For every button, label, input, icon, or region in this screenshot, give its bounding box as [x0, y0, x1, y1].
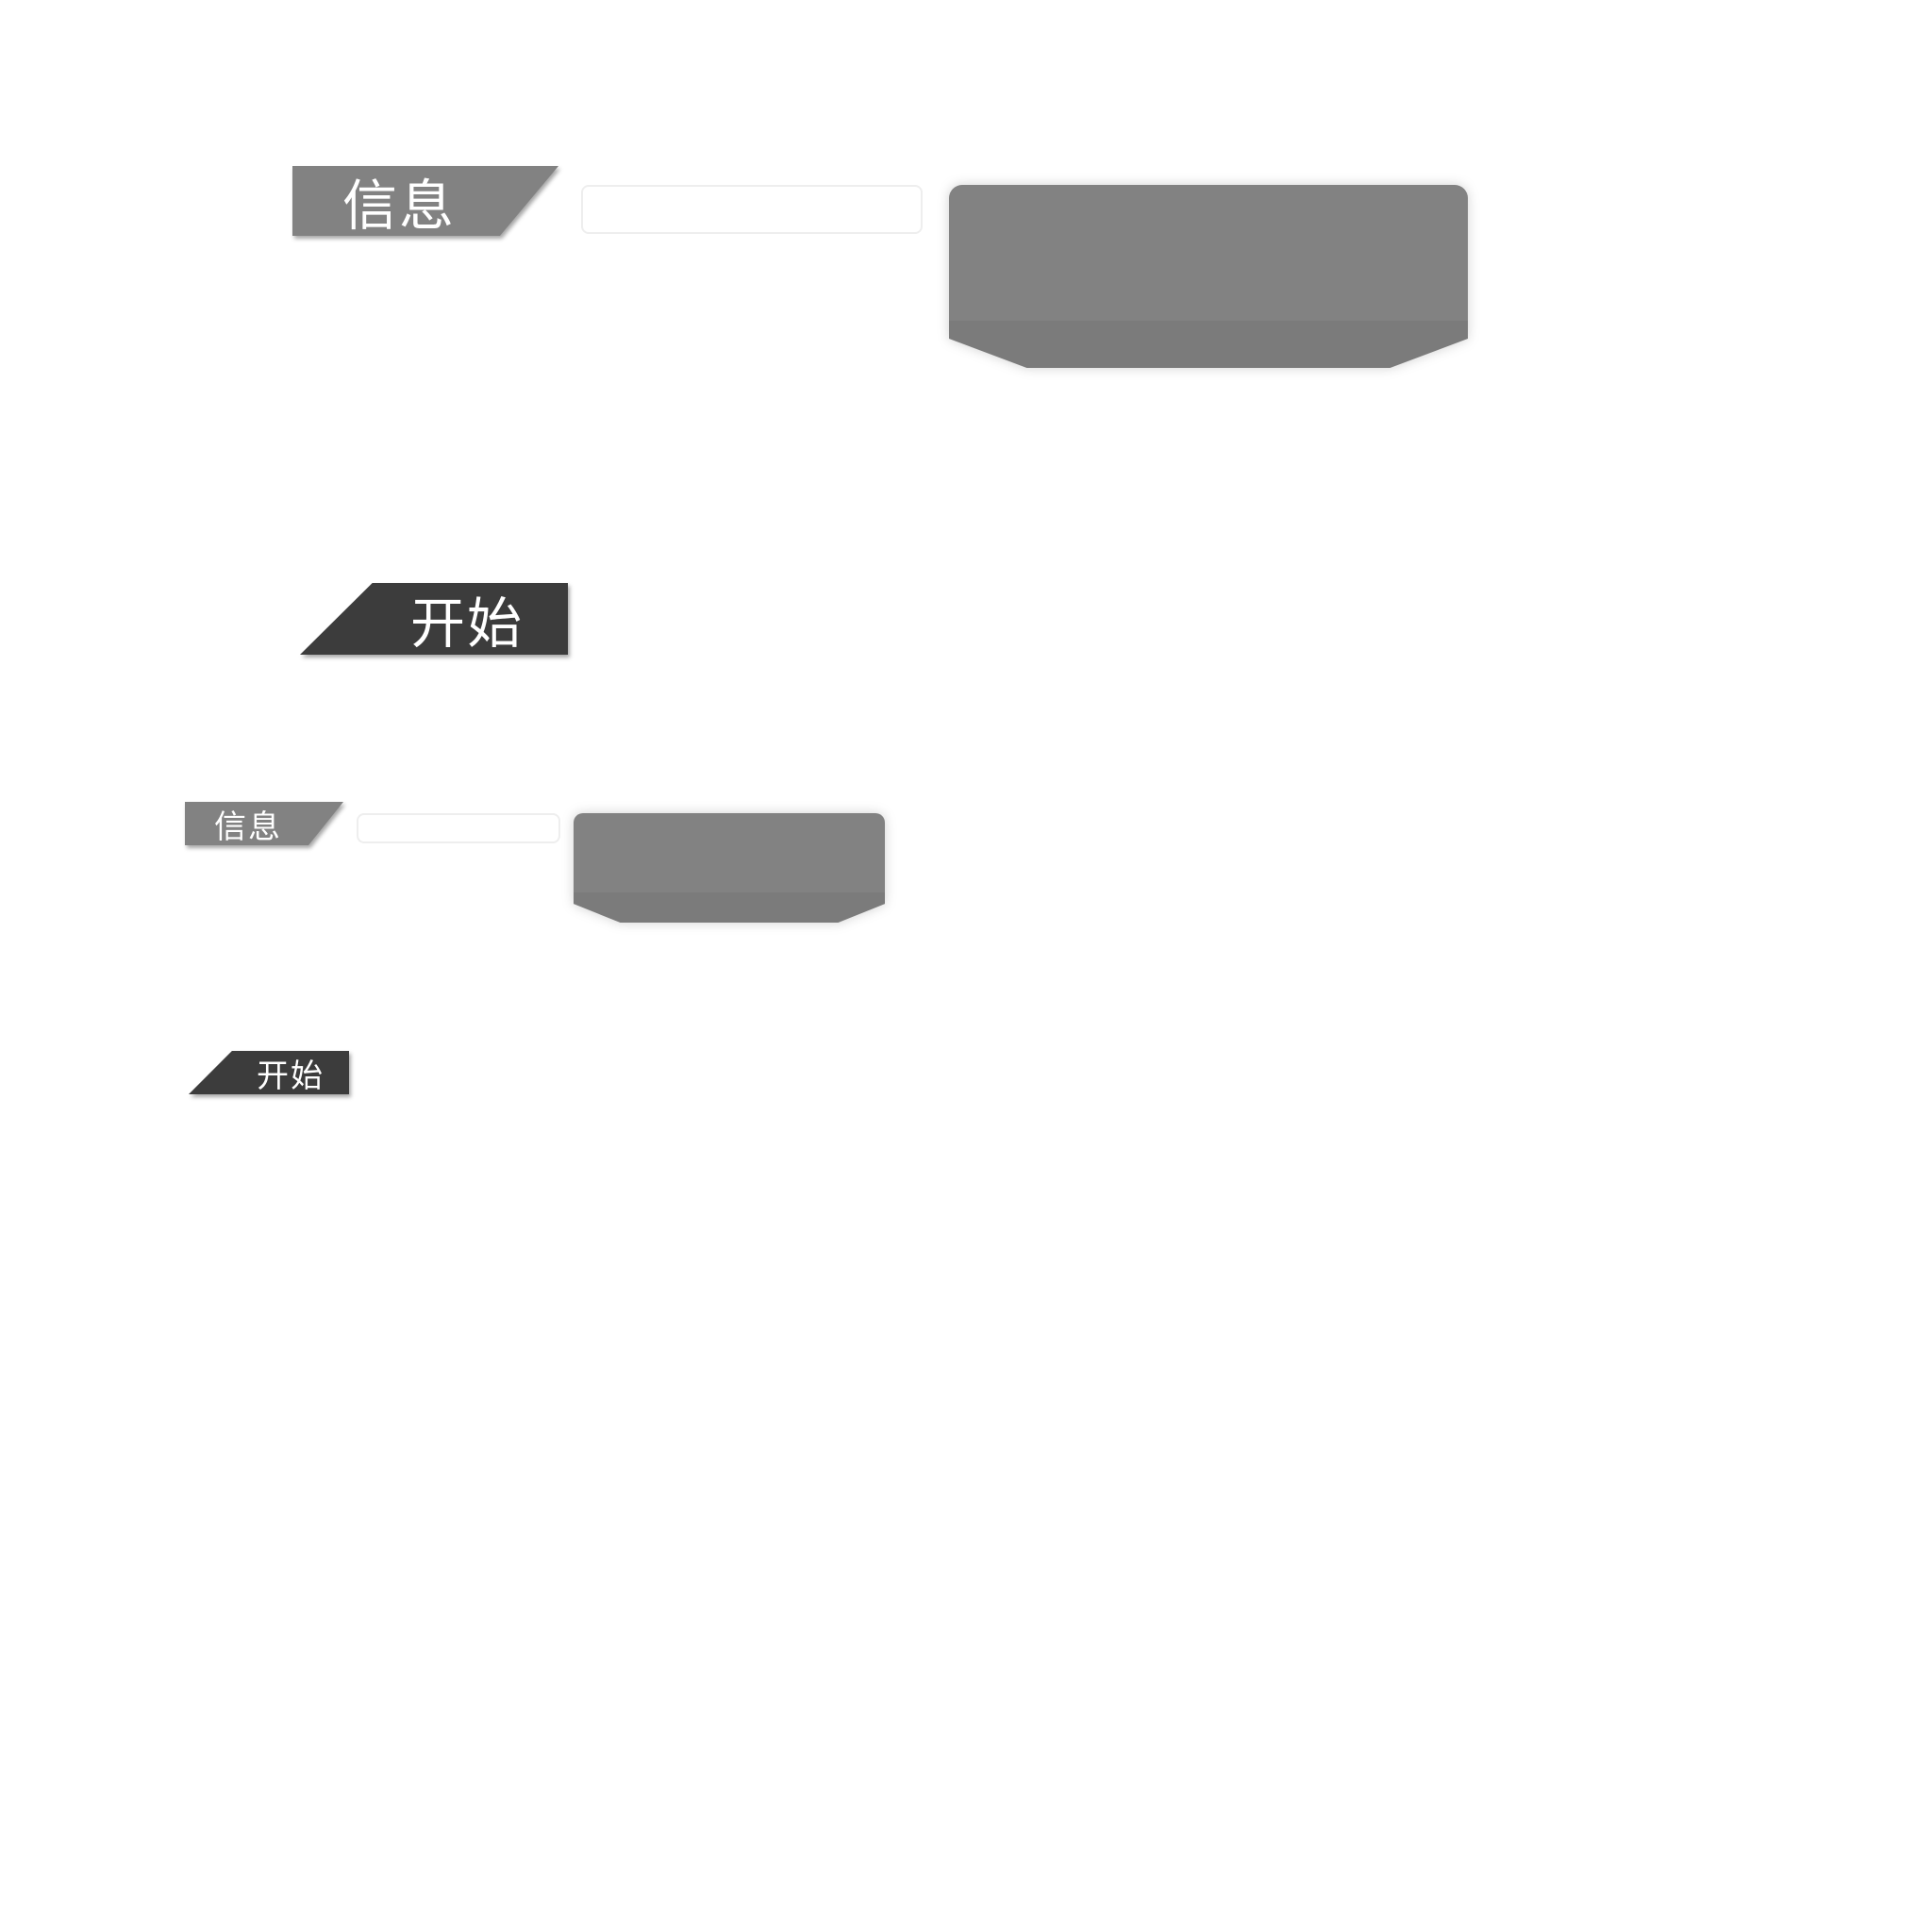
- panel-body: [949, 185, 1468, 323]
- info-tab-small[interactable]: 信息: [185, 802, 343, 846]
- start-button-label: 开始: [409, 591, 524, 656]
- info-tab-label: 信息: [214, 808, 282, 846]
- panel-large: [949, 185, 1468, 368]
- panel-foot: [574, 892, 885, 923]
- text-field-small[interactable]: [357, 813, 560, 843]
- panel-body: [574, 813, 885, 894]
- panel-small: [574, 813, 885, 923]
- start-button-label: 开始: [257, 1057, 325, 1095]
- text-field-large[interactable]: [581, 185, 923, 234]
- panel-foot: [949, 321, 1468, 368]
- info-tab-large[interactable]: 信息: [292, 166, 558, 238]
- start-button-large[interactable]: 开始: [300, 583, 568, 656]
- info-tab-label: 信息: [341, 174, 456, 238]
- start-button-small[interactable]: 开始: [189, 1051, 349, 1095]
